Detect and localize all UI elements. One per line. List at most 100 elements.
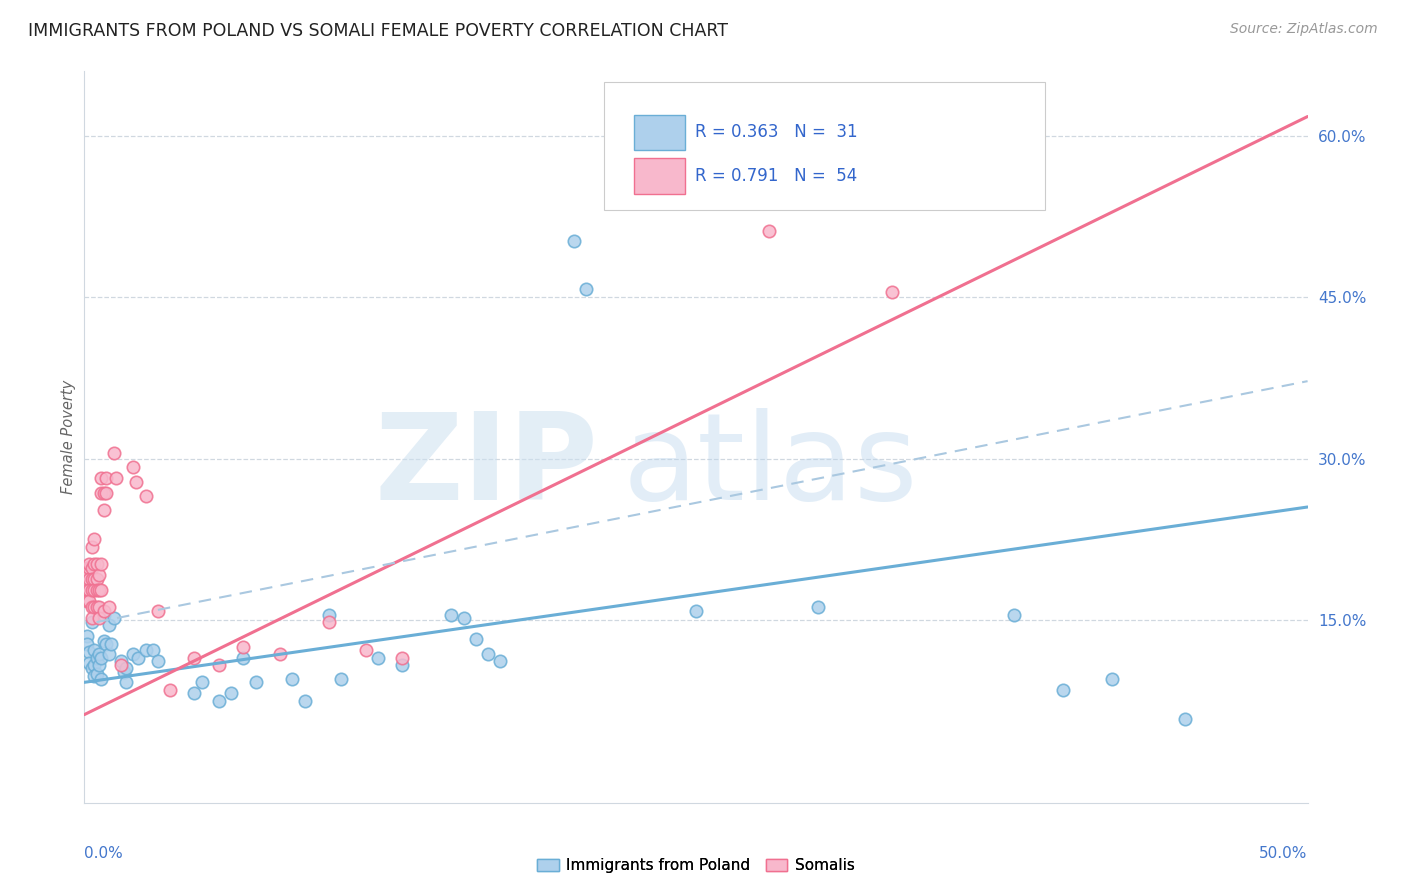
Point: [294, 693, 316, 707]
Text: 50.0%: 50.0%: [1260, 846, 1308, 861]
Point: [208, 693, 231, 707]
Point: [440, 607, 463, 622]
Point: [318, 607, 340, 622]
Point: [80, 615, 103, 629]
Point: [245, 675, 267, 690]
Point: [80, 572, 103, 586]
Text: atlas: atlas: [623, 408, 918, 524]
Point: [96, 637, 118, 651]
Point: [77, 561, 100, 575]
Point: [208, 658, 231, 673]
Point: [103, 446, 125, 460]
Point: [83, 658, 105, 673]
Point: [93, 486, 115, 500]
Point: [318, 615, 340, 629]
Point: [112, 665, 135, 679]
Point: [146, 604, 169, 618]
Point: [87, 658, 110, 673]
Point: [127, 650, 149, 665]
Point: [1101, 672, 1123, 686]
Point: [146, 654, 169, 668]
Point: [880, 285, 903, 299]
Point: [76, 637, 98, 651]
Point: [489, 654, 512, 668]
Point: [142, 643, 165, 657]
Point: [87, 600, 110, 615]
Point: [354, 643, 377, 657]
Point: [86, 582, 108, 597]
Point: [391, 658, 413, 673]
Point: [1174, 712, 1197, 726]
Point: [80, 611, 103, 625]
Point: [83, 582, 105, 597]
Point: [76, 593, 98, 607]
Point: [77, 572, 100, 586]
Point: [83, 669, 105, 683]
Point: [105, 471, 128, 485]
Point: [76, 567, 98, 582]
Point: [97, 618, 120, 632]
Point: [1002, 607, 1025, 622]
Point: [1052, 682, 1074, 697]
Point: [87, 611, 110, 625]
Point: [93, 634, 115, 648]
Point: [97, 600, 120, 615]
Point: [90, 650, 112, 665]
Point: [76, 629, 98, 643]
Text: R = 0.791   N =  54: R = 0.791 N = 54: [695, 167, 858, 185]
Point: [93, 503, 115, 517]
Point: [76, 582, 98, 597]
Point: [367, 650, 389, 665]
Point: [96, 486, 118, 500]
Point: [477, 648, 499, 662]
Point: [83, 572, 105, 586]
Text: ZIP: ZIP: [374, 408, 598, 524]
Point: [86, 666, 108, 681]
Point: [330, 672, 353, 686]
Point: [183, 650, 205, 665]
Point: [83, 533, 105, 547]
Text: R = 0.363   N =  31: R = 0.363 N = 31: [695, 123, 858, 141]
Point: [90, 486, 112, 500]
Point: [232, 650, 254, 665]
Point: [77, 582, 100, 597]
Point: [77, 656, 100, 670]
Point: [464, 632, 486, 647]
Point: [93, 604, 115, 618]
Point: [391, 650, 413, 665]
Point: [86, 600, 108, 615]
Point: [77, 645, 100, 659]
Text: 0.0%: 0.0%: [84, 846, 124, 861]
Point: [86, 557, 108, 571]
Point: [97, 648, 120, 662]
Point: [87, 567, 110, 582]
Y-axis label: Female Poverty: Female Poverty: [60, 380, 76, 494]
Point: [80, 561, 103, 575]
FancyBboxPatch shape: [634, 114, 685, 150]
Point: [575, 282, 598, 296]
Point: [90, 557, 112, 571]
Point: [685, 604, 707, 618]
Point: [83, 643, 105, 657]
Point: [269, 648, 291, 662]
Point: [100, 637, 122, 651]
Point: [83, 557, 105, 571]
Point: [80, 661, 103, 675]
Point: [87, 648, 110, 662]
Point: [90, 672, 112, 686]
Point: [93, 607, 115, 622]
Point: [83, 600, 105, 615]
Point: [87, 582, 110, 597]
Point: [76, 561, 98, 575]
Point: [807, 600, 830, 615]
Point: [122, 648, 145, 662]
Point: [232, 640, 254, 654]
Point: [453, 611, 475, 625]
Point: [125, 475, 148, 490]
Point: [110, 654, 132, 668]
Point: [86, 650, 108, 665]
Legend: Immigrants from Poland, Somalis: Immigrants from Poland, Somalis: [531, 852, 860, 880]
Point: [758, 223, 780, 237]
Point: [77, 593, 100, 607]
Point: [135, 489, 157, 503]
